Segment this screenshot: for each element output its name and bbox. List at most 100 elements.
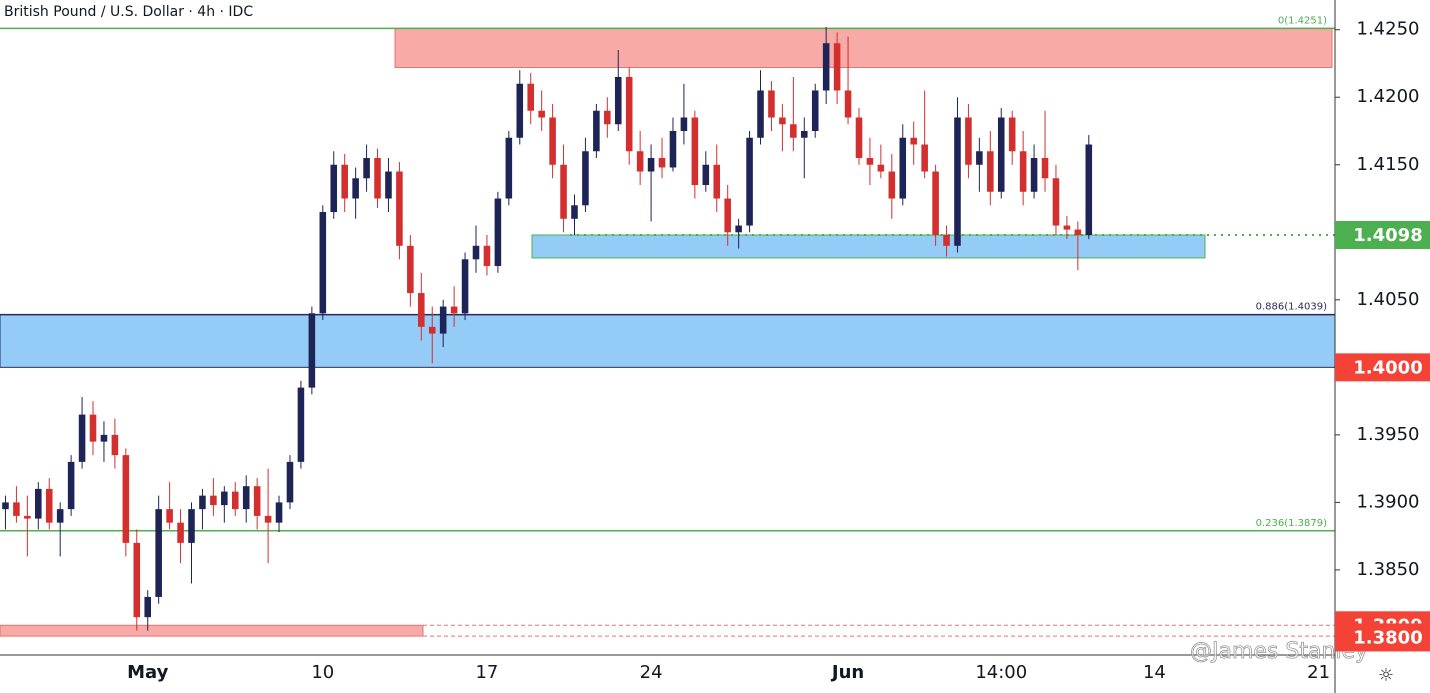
y-tick-label: 1.3950 — [1357, 424, 1420, 445]
candle-body — [976, 151, 983, 165]
candle-body — [1074, 229, 1082, 235]
candle-body — [122, 455, 130, 543]
candle-body — [833, 43, 841, 91]
zone — [0, 624, 424, 637]
candle-body — [264, 515, 272, 523]
x-tick-label: 17 — [475, 662, 498, 683]
candle-body — [374, 158, 381, 199]
candle-body — [866, 158, 874, 165]
x-tick-label: 14:00 — [975, 662, 1027, 683]
candle-body — [1019, 151, 1027, 192]
candle-body — [89, 414, 97, 442]
price-level-box — [1335, 220, 1430, 249]
candle-body — [231, 491, 239, 510]
candle-body — [45, 488, 53, 523]
candle-body — [319, 212, 327, 314]
settings-icon[interactable]: ☼ — [1378, 665, 1394, 686]
price-level-label: 1.3800 — [1353, 627, 1422, 648]
candle-body — [1008, 117, 1016, 152]
candle-body — [614, 76, 622, 125]
candle-body — [188, 509, 195, 543]
candle-body — [1063, 225, 1071, 230]
candle-body — [768, 90, 775, 118]
candle-body — [13, 502, 20, 516]
candle-body — [133, 542, 141, 618]
candle-body — [702, 164, 710, 186]
y-tick-label: 1.3850 — [1357, 559, 1420, 580]
candle-body — [1052, 178, 1060, 226]
candle-body — [177, 522, 184, 543]
zone — [531, 234, 1206, 259]
candle-body — [1030, 158, 1038, 192]
price-level-box — [1335, 623, 1430, 652]
y-tick-label: 1.4150 — [1357, 154, 1420, 175]
x-tick-label: Jun — [830, 662, 864, 683]
y-tick-label: 1.4250 — [1357, 19, 1420, 40]
candle-body — [636, 151, 644, 172]
candle-body — [166, 509, 173, 523]
candle-body — [155, 509, 162, 597]
fib-label: 0.236(1.3879) — [1256, 518, 1328, 529]
candle-body — [199, 495, 206, 510]
candle-body — [210, 495, 217, 506]
candle-body — [253, 486, 261, 516]
candle-body — [910, 137, 917, 145]
candle-body — [407, 245, 414, 294]
candle-body — [669, 131, 677, 168]
candle-body — [932, 171, 939, 235]
candle-body — [35, 488, 42, 519]
candle-body — [625, 76, 633, 152]
candle-body — [111, 434, 119, 456]
candle-body — [275, 502, 283, 523]
candle-body — [385, 171, 392, 199]
candle-body — [396, 171, 403, 246]
candle-body — [286, 461, 294, 503]
candle-body — [1085, 144, 1093, 235]
candle-body — [418, 293, 425, 327]
candle-body — [308, 313, 316, 388]
candle-body — [954, 117, 961, 246]
candle-body — [877, 164, 885, 172]
candle-body — [801, 131, 808, 138]
candle-body — [844, 90, 852, 118]
candle-body — [997, 117, 1005, 192]
candle-body — [735, 225, 742, 233]
candle-body — [428, 326, 436, 334]
candle-body — [822, 43, 830, 91]
candle-body — [811, 90, 819, 131]
candle-body — [461, 259, 469, 314]
zone — [0, 314, 1336, 368]
candle-body — [67, 461, 75, 510]
price-level-label: 1.4000 — [1353, 357, 1422, 378]
candle-body — [24, 515, 31, 519]
candle-body — [450, 306, 458, 314]
candle-body — [658, 158, 666, 168]
candle-body — [582, 151, 589, 206]
candle-body — [790, 124, 797, 138]
candle-body — [330, 164, 338, 213]
candle-body — [2, 502, 9, 510]
candle-body — [746, 137, 753, 226]
candle-body — [538, 110, 545, 118]
candle-body — [439, 306, 447, 334]
candle-body — [56, 509, 64, 523]
candle-body — [1041, 158, 1049, 179]
candle-body — [604, 110, 611, 125]
candle-body — [352, 178, 359, 199]
y-tick-label: 1.3900 — [1357, 491, 1420, 512]
x-tick-label: 14 — [1143, 662, 1166, 683]
plot-area: 0(1.4251) 0.886(1.4039) 0.236(1.3879) — [0, 15, 1336, 637]
chart-title: British Pound / U.S. Dollar · 4h · IDC — [4, 4, 253, 20]
candle-body — [516, 83, 524, 138]
candle-body — [483, 245, 491, 267]
candle-body — [943, 234, 950, 246]
candle-body — [549, 117, 556, 165]
candle-body — [494, 198, 502, 267]
price-level-label: 1.4098 — [1353, 225, 1422, 246]
candle-body — [965, 117, 972, 165]
candle-body — [757, 90, 764, 138]
candle-body — [593, 110, 600, 152]
candle-body — [680, 117, 688, 131]
candle-body — [888, 171, 896, 199]
candle-body — [363, 158, 370, 179]
